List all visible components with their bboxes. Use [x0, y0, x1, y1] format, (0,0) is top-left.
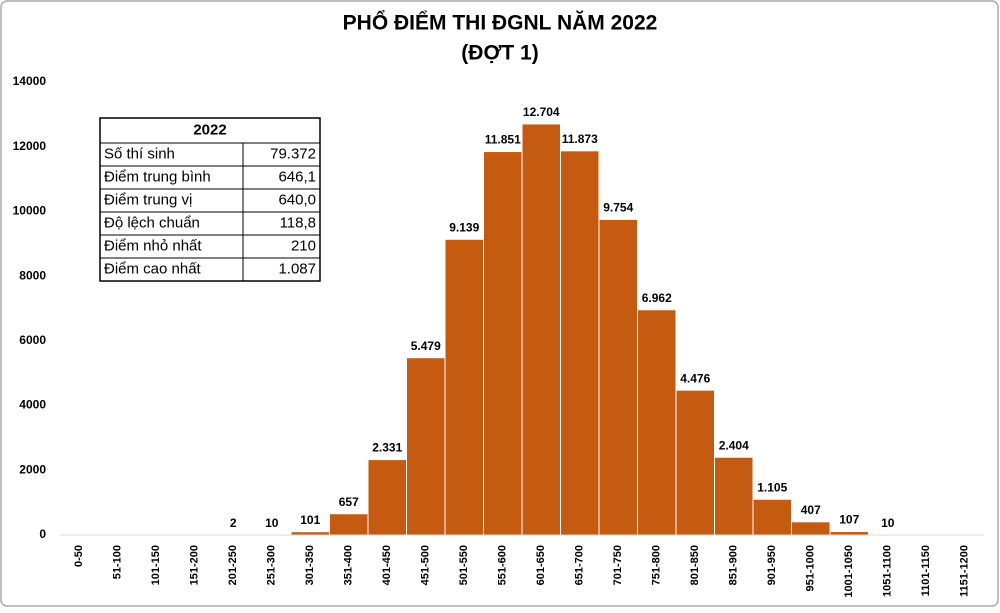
table-label: Số thí sinh [104, 145, 175, 162]
data-label: 11.873 [562, 132, 598, 146]
y-tick-label: 6000 [19, 333, 46, 347]
x-tick-label: 201-250 [227, 545, 239, 585]
data-label: 5.479 [411, 339, 441, 353]
table-value: 118,8 [280, 214, 316, 231]
table-label: Điểm trung bình [104, 168, 211, 185]
data-label: 2 [230, 516, 237, 530]
bar [407, 358, 446, 535]
x-tick-label: 1051-1100 [882, 545, 894, 597]
bar [522, 124, 561, 535]
x-tick-label: 551-600 [497, 545, 509, 585]
x-tick-label: 901-950 [766, 545, 778, 585]
data-label: 6.962 [642, 291, 672, 305]
x-tick-label: 1001-1050 [843, 545, 855, 598]
y-tick-label: 8000 [19, 268, 46, 282]
x-tick-label: 401-450 [381, 545, 393, 585]
y-tick-label: 14000 [13, 74, 47, 88]
table-value: 210 [291, 237, 316, 254]
data-label: 4.476 [680, 371, 710, 385]
bar [715, 457, 754, 535]
x-tick-label: 651-700 [574, 545, 586, 585]
x-tick-label: 251-300 [266, 545, 278, 585]
table-label: Độ lệch chuẩn [104, 214, 200, 231]
bar [676, 390, 715, 535]
data-label: 11.851 [485, 133, 521, 147]
x-tick-label: 0-50 [73, 545, 85, 567]
data-label: 10 [881, 516, 895, 530]
y-tick-label: 10000 [13, 204, 47, 218]
table-header: 2022 [193, 121, 226, 138]
y-tick-label: 2000 [19, 462, 46, 476]
data-label: 1.105 [757, 480, 787, 494]
bar [599, 219, 638, 535]
x-tick-label: 951-1000 [805, 545, 817, 592]
data-label: 9.754 [603, 201, 633, 215]
data-label: 9.139 [449, 220, 479, 234]
y-tick-label: 0 [39, 527, 46, 541]
bar [484, 152, 523, 535]
x-tick-label: 451-500 [420, 545, 432, 585]
x-tick-label: 801-850 [689, 545, 701, 585]
table-value: 79.372 [270, 145, 316, 162]
table-label: Điểm cao nhất [104, 260, 202, 277]
x-tick-label: 1101-1150 [920, 545, 932, 596]
data-label: 407 [801, 503, 821, 517]
x-tick-label: 701-750 [612, 545, 624, 585]
chart-subtitle: (ĐỢT 1) [461, 42, 538, 65]
data-label: 10 [265, 516, 279, 530]
table-value: 640,0 [278, 191, 316, 208]
bar [753, 499, 792, 535]
x-tick-label: 1151-1200 [959, 545, 971, 597]
x-tick-label: 851-900 [728, 545, 740, 585]
x-tick-label: 501-550 [458, 545, 470, 585]
bar [830, 532, 869, 535]
chart-title: PHỔ ĐIỂM THI ĐGNL NĂM 2022 [343, 11, 658, 35]
x-tick-label: 51-100 [112, 545, 124, 579]
data-label: 2.404 [719, 438, 749, 452]
data-label: 107 [839, 513, 859, 527]
y-tick-label: 4000 [19, 398, 46, 412]
y-tick-label: 12000 [13, 139, 47, 153]
x-tick-label: 351-400 [343, 545, 355, 585]
data-label: 657 [339, 495, 359, 509]
x-tick-label: 301-350 [304, 545, 316, 585]
data-label: 2.331 [372, 441, 402, 455]
bar [638, 310, 677, 535]
bar [792, 522, 831, 535]
table-value: 646,1 [278, 168, 316, 185]
x-tick-label: 151-200 [189, 545, 201, 585]
bar [561, 151, 600, 535]
x-tick-label: 601-650 [535, 545, 547, 585]
table-value: 1.087 [278, 260, 316, 277]
data-label: 101 [300, 513, 320, 527]
bar [445, 239, 484, 535]
x-tick-label: 751-800 [651, 545, 663, 585]
table-label: Điểm nhỏ nhất [104, 237, 202, 254]
table-label: Điểm trung vị [104, 191, 192, 208]
bar [368, 460, 407, 535]
bar [330, 514, 369, 535]
x-tick-label: 101-150 [150, 545, 162, 585]
data-label: 12.704 [523, 105, 560, 119]
